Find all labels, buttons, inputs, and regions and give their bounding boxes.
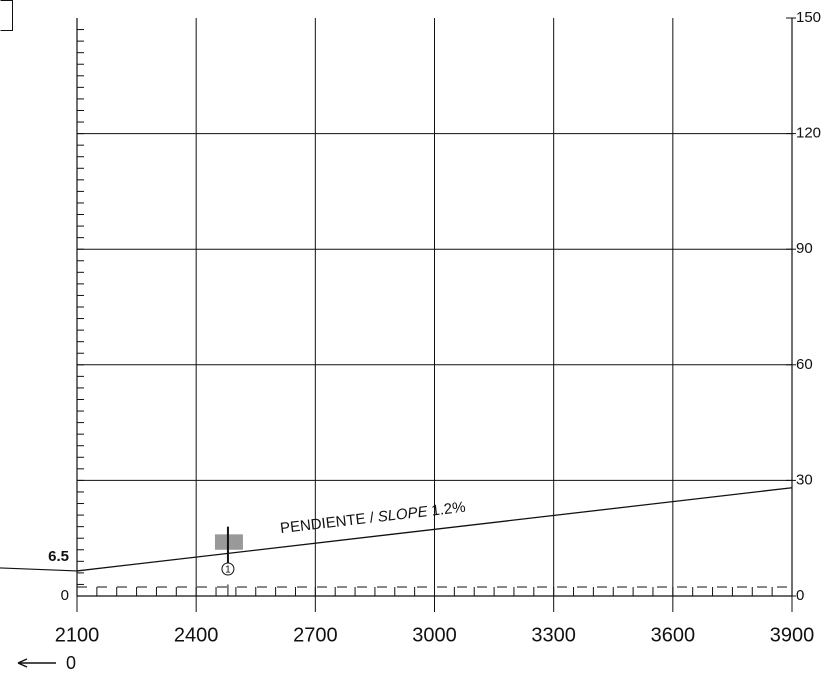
origin-arrow (17, 658, 56, 668)
x-tick-label: 3600 (651, 624, 696, 646)
x-tick-label: 2700 (293, 624, 338, 646)
origin-label: 0 (66, 653, 76, 673)
y-tick-label: 120 (796, 125, 821, 142)
y-tick-label: 90 (796, 240, 813, 257)
x-tick-label: 3900 (770, 624, 815, 646)
frame-corner (0, 0, 13, 31)
annotation-italic: SLOPE (377, 503, 430, 526)
lead-in-line (0, 567, 78, 572)
x-tick-label: 3000 (412, 624, 457, 646)
x-tick-label: 3300 (531, 624, 576, 646)
value-label: 6.5 (48, 548, 69, 565)
y-tick-label: 30 (796, 471, 813, 488)
y-tick-label: 0 (796, 587, 804, 604)
annotation-prefix: PENDIENTE / (279, 509, 375, 537)
slope-line (76, 487, 793, 572)
annotation-suffix: 1.2% (430, 499, 466, 520)
x-tick-label: 2400 (174, 624, 219, 646)
obstacle-circle (221, 562, 235, 576)
slope-annotation: PENDIENTE / SLOPE 1.2% (279, 499, 466, 537)
x-tick-label: 2100 (55, 624, 100, 646)
y-tick-label: 150 (796, 9, 821, 26)
y-tick-label: 60 (796, 356, 813, 373)
obstacle-label: 1 (225, 565, 231, 576)
left-y-tick-label: 0 (61, 587, 69, 604)
